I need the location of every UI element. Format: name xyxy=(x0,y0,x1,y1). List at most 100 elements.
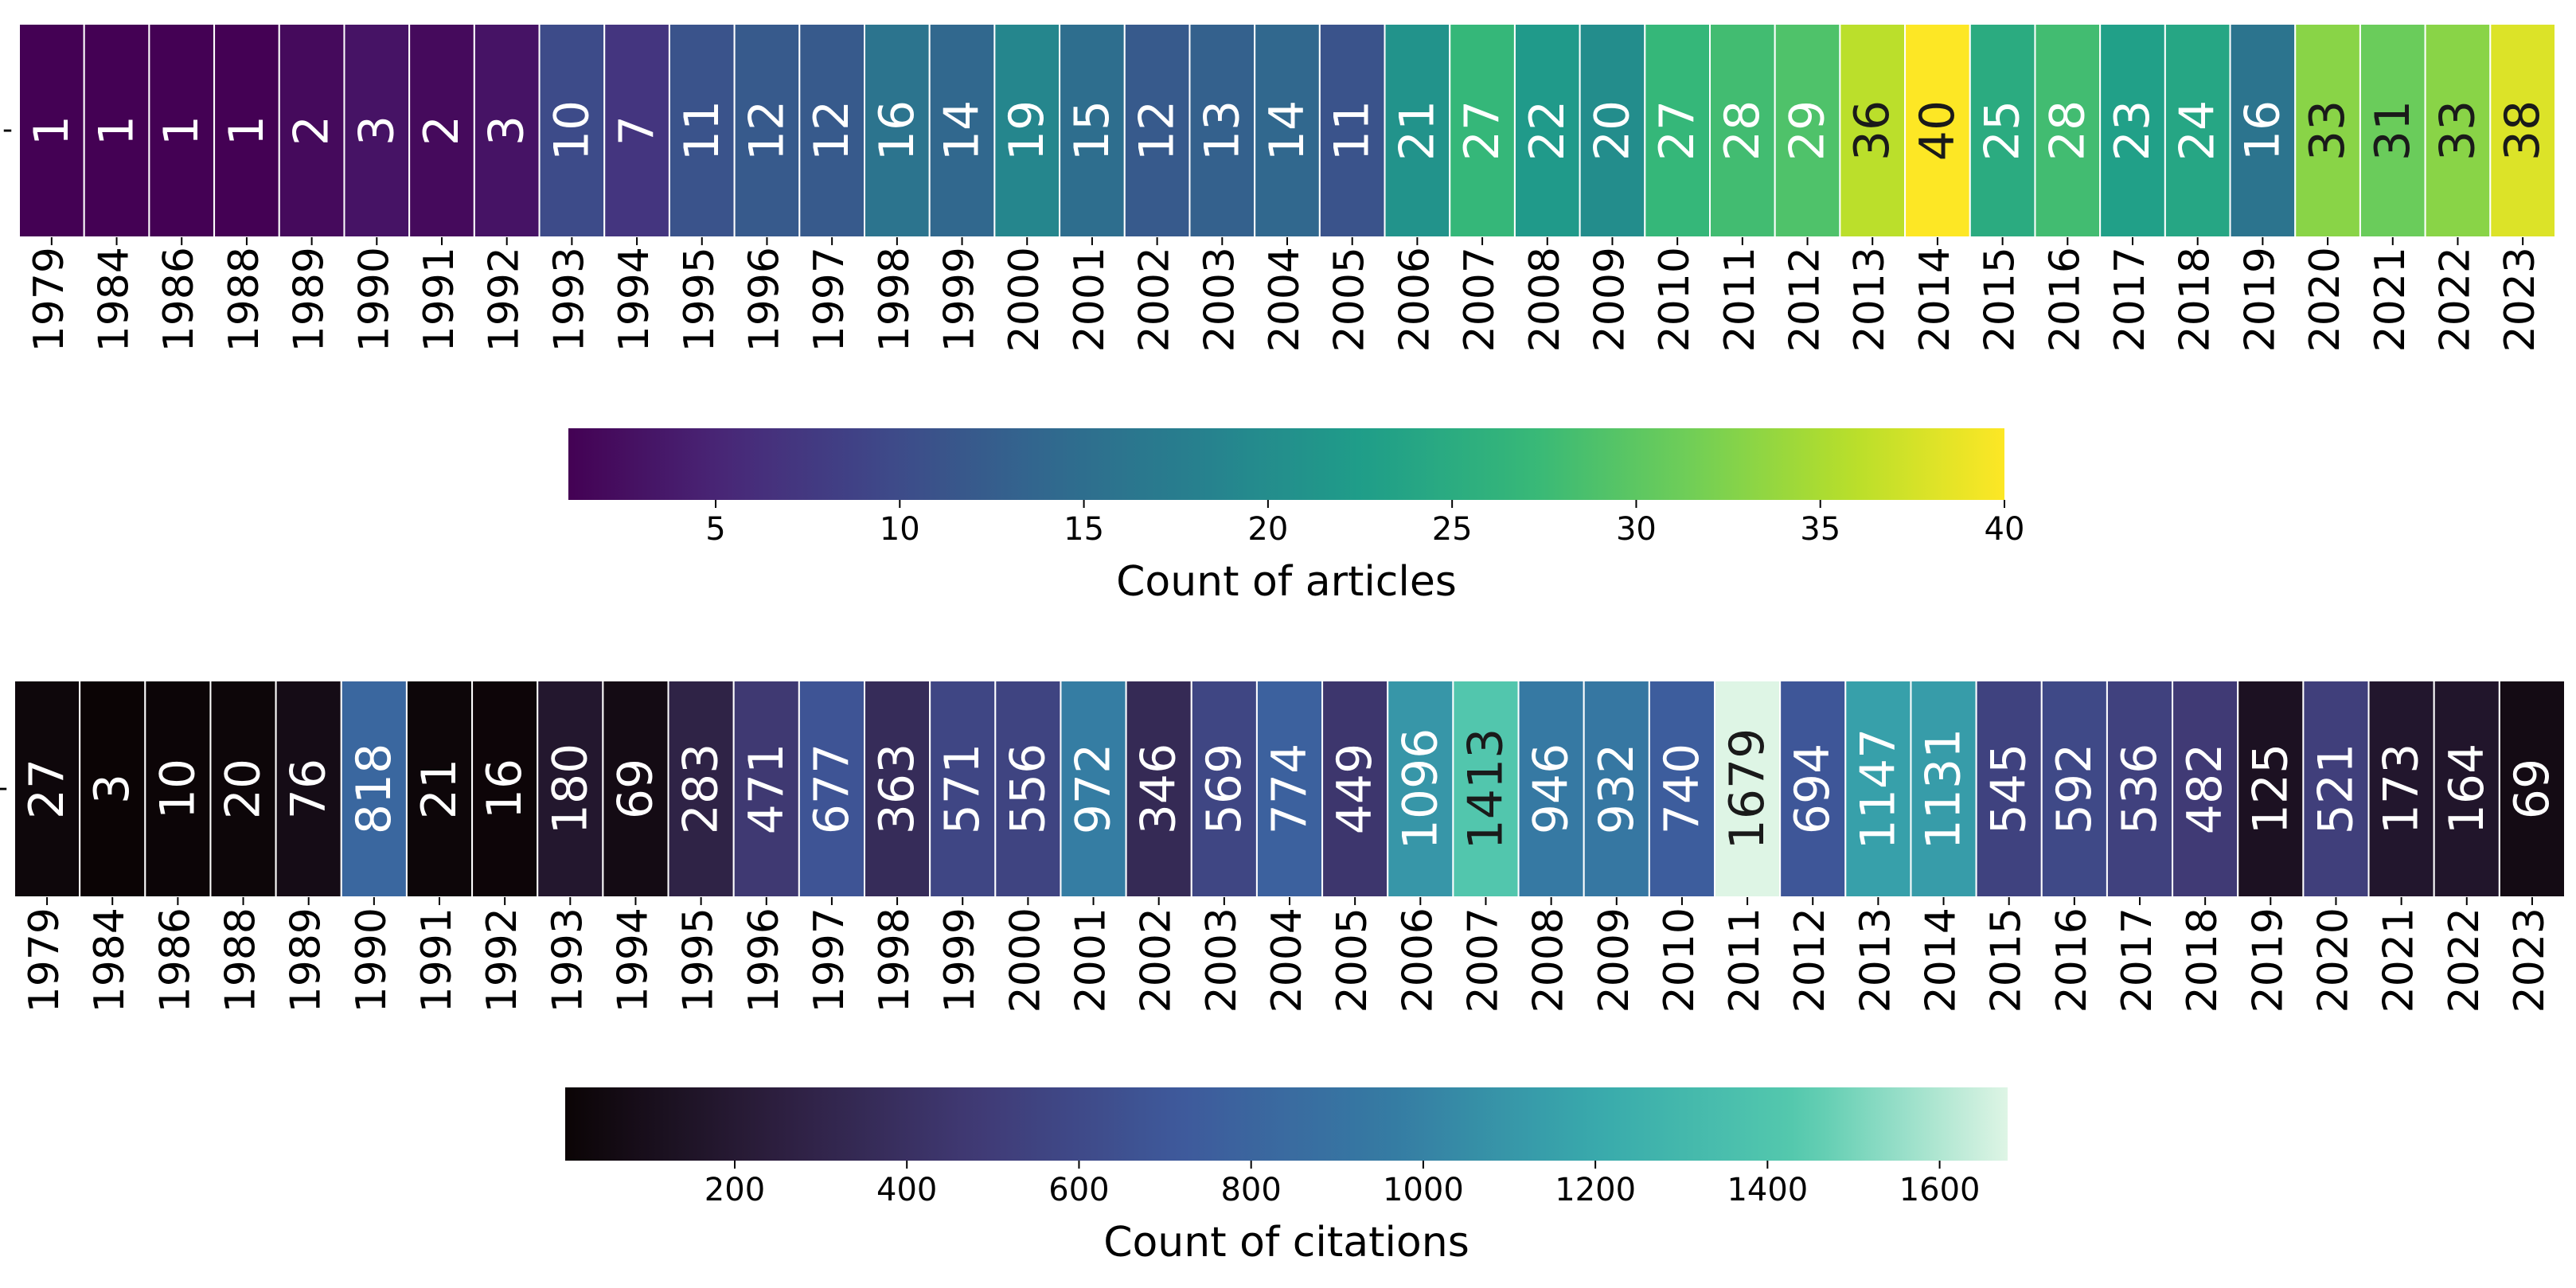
articles-cell-2008 xyxy=(1513,23,1581,238)
articles-cell-label-1992: 3 xyxy=(479,115,535,146)
citations-cell-2011 xyxy=(1714,680,1782,898)
articles-cell-1989 xyxy=(278,23,345,238)
articles-cell-label-2005: 11 xyxy=(1325,100,1380,161)
citations-colorbar-tick-label-1000: 1000 xyxy=(1383,1172,1464,1208)
citations-cell-label-2000: 556 xyxy=(1000,744,1056,835)
citations-colorbar-tick-label-400: 400 xyxy=(876,1172,937,1208)
citations-cell-label-2006: 1096 xyxy=(1392,728,1448,850)
citations-cell-label-2003: 569 xyxy=(1196,744,1252,835)
articles-cell-label-2006: 21 xyxy=(1389,100,1445,161)
articles-x-tick-label-1989: 1989 xyxy=(286,247,334,352)
articles-x-tick-label-2018: 2018 xyxy=(2172,247,2219,352)
articles-cell-label-2008: 22 xyxy=(1520,100,1575,161)
citations-cell-label-1999: 571 xyxy=(935,744,990,835)
articles-x-tick-label-2022: 2022 xyxy=(2431,247,2479,352)
citations-cell-2002 xyxy=(1125,680,1192,898)
articles-x-tick-label-1999: 1999 xyxy=(936,247,984,352)
articles-cell-label-2003: 13 xyxy=(1194,100,1250,161)
articles-cell-1984 xyxy=(83,23,150,238)
articles-x-tick-label-2013: 2013 xyxy=(1846,247,1894,352)
articles-cell-2004 xyxy=(1254,23,1321,238)
articles-cell-2003 xyxy=(1188,23,1256,238)
articles-heatmap-panel: -119791198411986119882198931990219913199… xyxy=(2,23,2556,606)
citations-colorbar xyxy=(565,1087,2008,1161)
citations-cell-label-1984: 3 xyxy=(84,774,140,804)
citations-cell-2012 xyxy=(1779,680,1847,898)
articles-cell-label-1986: 1 xyxy=(154,115,209,146)
citations-cell-label-2011: 1679 xyxy=(1719,728,1775,850)
citations-x-tick-label-2020: 2020 xyxy=(2309,907,2357,1013)
articles-cell-label-2018: 24 xyxy=(2170,100,2226,161)
citations-cell-label-1990: 818 xyxy=(346,744,402,835)
citations-x-tick-label-2011: 2011 xyxy=(1721,907,1769,1013)
articles-cell-2007 xyxy=(1449,23,1516,238)
citations-x-tick-label-1989: 1989 xyxy=(283,907,330,1013)
articles-cell-label-2002: 12 xyxy=(1130,100,1185,161)
articles-cell-label-2020: 33 xyxy=(2300,100,2355,161)
articles-x-tick-label-1984: 1984 xyxy=(91,247,139,352)
citations-x-tick-label-1984: 1984 xyxy=(86,907,134,1013)
articles-cell-label-1993: 10 xyxy=(544,100,599,161)
citations-cell-label-2007: 1413 xyxy=(1458,728,1513,850)
citations-x-tick-label-2022: 2022 xyxy=(2441,907,2488,1013)
articles-x-tick-label-1993: 1993 xyxy=(545,247,593,352)
articles-colorbar-tick-label-10: 10 xyxy=(880,511,920,548)
articles-cell-1990 xyxy=(343,23,411,238)
articles-cell-label-2007: 27 xyxy=(1454,100,1510,161)
articles-cell-1998 xyxy=(864,23,931,238)
articles-x-tick-label-1988: 1988 xyxy=(221,247,268,352)
citations-cell-label-1993: 180 xyxy=(542,744,598,835)
articles-x-tick-label-2000: 2000 xyxy=(1001,247,1048,352)
articles-x-tick-label-1991: 1991 xyxy=(416,247,463,352)
articles-x-tick-label-2001: 2001 xyxy=(1066,247,1114,352)
articles-cell-1991 xyxy=(408,23,475,238)
citations-cell-1997 xyxy=(798,680,865,898)
articles-cell-label-1996: 12 xyxy=(739,100,794,161)
citations-cell-label-2021: 173 xyxy=(2374,744,2430,835)
articles-x-tick-label-2016: 2016 xyxy=(2041,247,2089,352)
articles-x-tick-label-2006: 2006 xyxy=(1391,247,1438,352)
citations-x-tick-label-2004: 2004 xyxy=(1263,907,1311,1013)
citations-cell-label-2023: 69 xyxy=(2504,759,2560,819)
citations-x-tick-label-1997: 1997 xyxy=(806,907,853,1013)
citations-colorbar-tick-label-1400: 1400 xyxy=(1727,1172,1808,1208)
citations-cell-label-2010: 740 xyxy=(1654,744,1710,835)
citations-cell-label-2017: 536 xyxy=(2112,744,2168,835)
citations-cell-2019 xyxy=(2237,680,2305,898)
articles-cell-label-2010: 27 xyxy=(1649,100,1705,161)
articles-cell-label-2023: 38 xyxy=(2495,100,2551,161)
citations-x-tick-label-2018: 2018 xyxy=(2179,907,2227,1013)
citations-colorbar-label: Count of citations xyxy=(1103,1219,1469,1267)
articles-x-tick-label-2023: 2023 xyxy=(2496,247,2544,352)
articles-cell-2023 xyxy=(2489,23,2556,238)
citations-cell-label-1991: 21 xyxy=(412,759,467,819)
citations-cell-label-2002: 346 xyxy=(1131,744,1187,835)
articles-x-tick-label-2004: 2004 xyxy=(1261,247,1309,352)
citations-x-tick-label-2000: 2000 xyxy=(1001,907,1049,1013)
articles-colorbar-tick-label-35: 35 xyxy=(1800,511,1840,548)
citations-cell-1991 xyxy=(405,680,474,898)
articles-colorbar-label: Count of articles xyxy=(1116,558,1457,606)
articles-x-tick-label-1992: 1992 xyxy=(481,247,529,352)
articles-cell-1999 xyxy=(928,23,996,238)
citations-colorbar-tick-label-800: 800 xyxy=(1220,1172,1281,1208)
articles-cell-label-2004: 14 xyxy=(1259,100,1315,161)
articles-cell-2016 xyxy=(2034,23,2102,238)
articles-x-tick-label-2002: 2002 xyxy=(1131,247,1179,352)
articles-colorbar xyxy=(568,428,2004,500)
articles-x-tick-label-2020: 2020 xyxy=(2301,247,2349,352)
articles-cell-label-2014: 40 xyxy=(1910,100,1965,161)
citations-cell-label-1979: 27 xyxy=(19,759,75,819)
citations-x-tick-label-2015: 2015 xyxy=(1983,907,2031,1013)
citations-x-tick-label-2009: 2009 xyxy=(1590,907,1638,1013)
citations-cell-label-2009: 932 xyxy=(1589,744,1645,835)
citations-x-tick-label-1999: 1999 xyxy=(936,907,984,1013)
articles-x-tick-label-2014: 2014 xyxy=(1911,247,1959,352)
articles-cell-label-1990: 3 xyxy=(349,115,404,146)
articles-x-tick-label-1979: 1979 xyxy=(25,247,73,352)
articles-x-tick-label-1990: 1990 xyxy=(350,247,398,352)
articles-cell-label-2022: 33 xyxy=(2430,100,2485,161)
articles-cell-2014 xyxy=(1904,23,1971,238)
articles-x-tick-label-1986: 1986 xyxy=(155,247,203,352)
